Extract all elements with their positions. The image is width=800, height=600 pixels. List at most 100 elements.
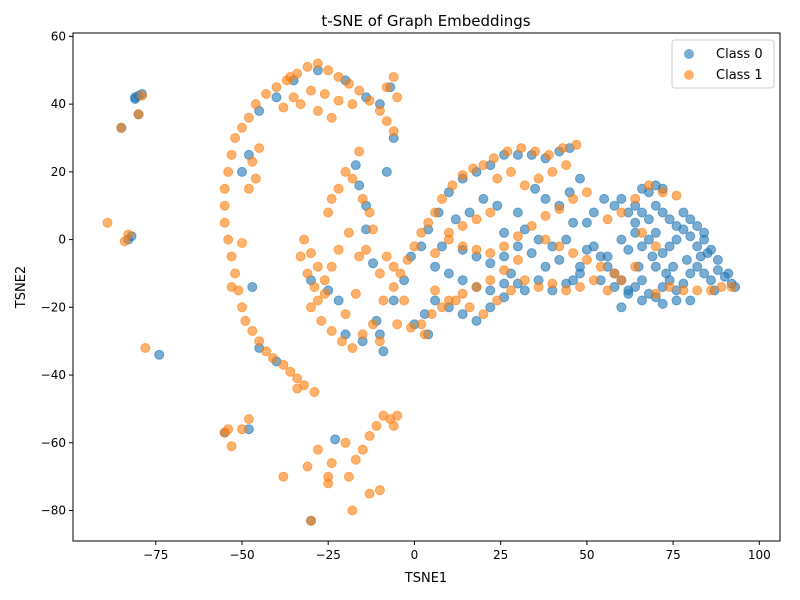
data-point-class-1 (568, 193, 579, 204)
data-point-class-1 (278, 359, 289, 370)
data-point-class-1 (243, 183, 254, 194)
data-point-class-1 (471, 214, 482, 225)
data-point-class-1 (340, 166, 351, 177)
y-tick-label: −20 (41, 300, 66, 314)
data-point-class-0 (657, 298, 668, 309)
data-point-class-1 (240, 315, 251, 326)
data-point-class-1 (650, 241, 661, 252)
data-point-class-0 (581, 217, 592, 228)
y-tick-label: 40 (51, 97, 66, 111)
data-point-class-1 (478, 160, 489, 171)
data-point-class-1 (457, 288, 468, 299)
data-point-class-1 (250, 99, 261, 110)
data-point-class-1 (409, 241, 420, 252)
y-tick-label: −80 (41, 504, 66, 518)
data-point-class-1 (350, 454, 361, 465)
data-point-class-0 (575, 173, 585, 184)
data-point-class-1 (388, 72, 399, 82)
data-point-class-1 (343, 227, 354, 238)
data-point-class-1 (250, 173, 261, 184)
data-point-class-1 (568, 248, 579, 259)
data-point-class-1 (102, 217, 113, 228)
data-point-class-1 (323, 65, 334, 76)
data-point-class-1 (499, 241, 510, 252)
data-point-class-0 (643, 234, 654, 245)
data-point-class-1 (302, 461, 313, 472)
data-point-class-0 (695, 251, 706, 262)
data-point-class-1 (357, 329, 368, 340)
data-point-class-1 (657, 187, 668, 198)
data-point-class-1 (554, 204, 565, 215)
data-point-class-0 (685, 214, 696, 225)
data-point-class-0 (637, 295, 647, 306)
data-point-class-1 (478, 309, 489, 320)
data-point-class-1 (219, 200, 230, 211)
data-point-class-1 (437, 302, 447, 313)
data-point-class-1 (237, 424, 247, 435)
data-point-class-1 (306, 515, 316, 526)
data-point-class-0 (568, 275, 579, 286)
data-point-class-1 (492, 173, 503, 184)
data-point-class-1 (271, 82, 282, 93)
data-point-class-1 (237, 302, 247, 313)
data-point-class-1 (254, 143, 265, 154)
data-point-class-1 (326, 193, 337, 204)
data-point-class-0 (471, 315, 482, 326)
data-point-class-1 (333, 244, 344, 255)
data-point-class-1 (343, 78, 354, 89)
data-point-class-0 (512, 207, 523, 218)
data-point-class-0 (681, 254, 692, 265)
data-point-class-1 (230, 133, 241, 143)
data-point-class-1 (306, 302, 316, 313)
data-point-class-0 (630, 282, 641, 292)
data-point-class-0 (333, 295, 344, 306)
data-point-class-0 (623, 244, 634, 255)
legend-marker-class-0 (684, 49, 694, 59)
data-point-class-1 (226, 282, 237, 292)
data-point-class-0 (457, 275, 468, 286)
data-point-class-1 (519, 180, 530, 191)
data-point-class-0 (616, 234, 627, 245)
data-point-class-1 (671, 190, 682, 201)
data-point-class-0 (664, 241, 675, 252)
data-point-class-0 (595, 251, 606, 262)
data-point-class-1 (347, 343, 358, 353)
data-point-class-1 (388, 126, 399, 137)
data-point-class-1 (506, 166, 516, 177)
data-point-class-1 (226, 441, 237, 452)
data-point-class-0 (540, 193, 551, 204)
data-point-class-1 (374, 336, 385, 347)
data-point-class-1 (602, 285, 613, 296)
data-point-class-1 (485, 248, 496, 259)
data-point-class-1 (326, 458, 337, 469)
data-point-class-1 (519, 275, 530, 286)
data-point-class-0 (512, 241, 523, 252)
data-point-class-1 (392, 410, 403, 421)
data-point-class-0 (588, 207, 599, 218)
data-point-class-1 (137, 90, 147, 101)
data-point-class-1 (530, 146, 541, 157)
data-point-class-0 (692, 261, 703, 272)
data-point-class-1 (319, 275, 330, 286)
data-point-class-0 (350, 160, 361, 171)
data-point-class-0 (499, 251, 510, 262)
legend: Class 0 Class 1 (671, 39, 775, 89)
data-point-class-1 (630, 261, 641, 272)
data-point-class-1 (326, 326, 337, 336)
data-point-class-0 (616, 193, 627, 204)
data-point-class-0 (630, 217, 641, 228)
data-point-class-1 (388, 261, 399, 272)
x-tick-label: −50 (229, 548, 254, 562)
data-point-class-1 (602, 214, 613, 225)
chart-title: t-SNE of Graph Embeddings (321, 12, 530, 30)
data-point-class-1 (419, 329, 430, 340)
data-point-class-1 (443, 227, 454, 238)
data-point-class-1 (706, 285, 716, 296)
data-point-class-1 (416, 227, 427, 238)
data-point-class-1 (571, 139, 582, 150)
data-point-class-1 (333, 183, 344, 194)
data-point-class-1 (364, 95, 375, 106)
data-point-class-1 (247, 156, 258, 167)
data-point-class-0 (378, 346, 389, 357)
